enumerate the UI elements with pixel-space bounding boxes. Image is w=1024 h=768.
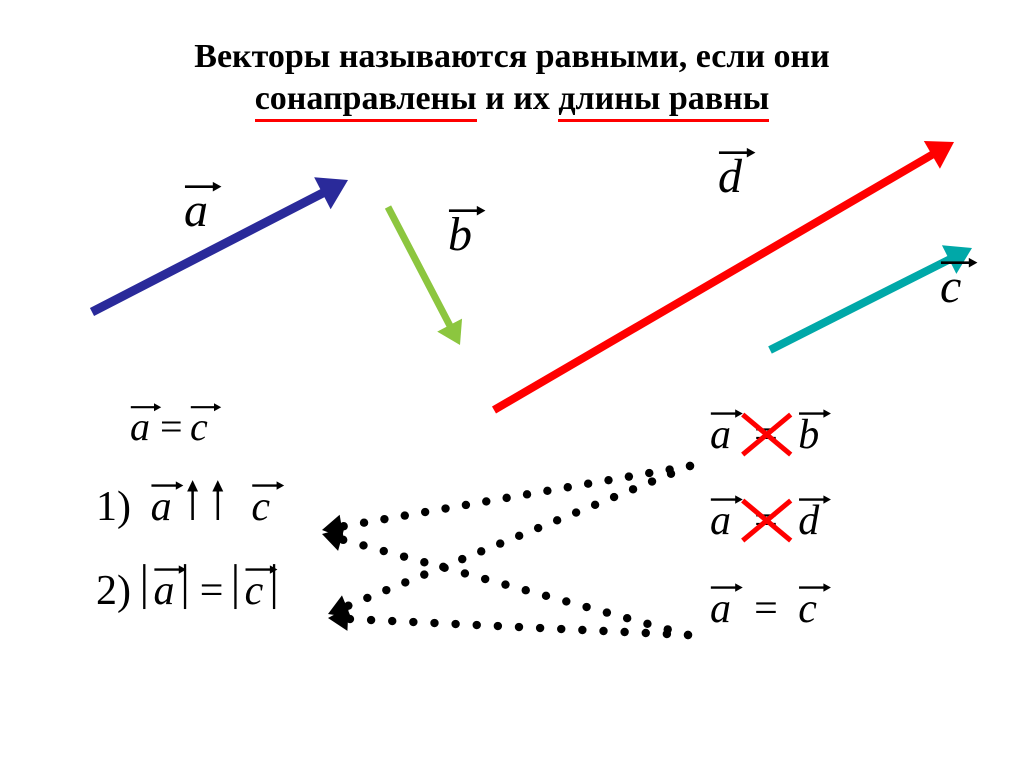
svg-text:=: = — [754, 586, 778, 632]
formula-2: 2) a = c — [96, 564, 277, 614]
formula-r1: a=b — [710, 409, 831, 458]
vector-a-line — [92, 192, 325, 312]
svg-text:a: a — [184, 184, 208, 237]
f-eq-a: a — [130, 403, 161, 449]
svg-text:c: c — [940, 260, 961, 313]
label-a: a — [184, 182, 221, 237]
svg-text:d: d — [798, 498, 820, 544]
svg-text:a: a — [151, 484, 172, 530]
dotted-line-0 — [322, 462, 694, 539]
svg-text:c: c — [245, 568, 264, 614]
svg-text:a: a — [710, 586, 731, 632]
formula-r2: a=d — [710, 495, 831, 544]
svg-canvas: abdca=c1)ac2)a=ca=ba=da=c — [0, 0, 1024, 768]
r2-a: a — [710, 495, 743, 544]
svg-text:2): 2) — [96, 568, 131, 614]
r3-a: a — [710, 583, 743, 632]
r3-b: c — [798, 583, 831, 632]
label-c: c — [940, 258, 977, 313]
svg-text:a: a — [130, 404, 150, 449]
f1-c: c — [251, 481, 284, 530]
f2-a: a — [154, 565, 187, 614]
svg-text:c: c — [190, 404, 208, 449]
svg-text:a: a — [710, 412, 731, 458]
svg-text:1): 1) — [96, 484, 131, 530]
vector-b-line — [388, 207, 451, 327]
svg-text:=: = — [160, 404, 183, 449]
formula-1: 1) a c — [96, 480, 284, 530]
f-eq-c: c — [190, 403, 221, 449]
r1-b: b — [798, 409, 831, 458]
f2-c: c — [245, 565, 278, 614]
r2-b: d — [798, 495, 831, 544]
f1-a: a — [151, 481, 184, 530]
vector-c-line — [770, 258, 951, 350]
vector-d-line — [494, 154, 934, 410]
formula-a-eq-c: a=c — [130, 403, 221, 449]
svg-text:b: b — [798, 412, 819, 458]
r1-a: a — [710, 409, 743, 458]
svg-text:b: b — [448, 208, 472, 261]
svg-text:c: c — [251, 484, 270, 530]
diagram-stage: Векторы называются равными, если они сон… — [0, 0, 1024, 768]
svg-text:a: a — [154, 568, 175, 614]
svg-text:=: = — [200, 568, 224, 614]
formula-r3: a = c — [710, 583, 831, 632]
dotted-line-3 — [328, 607, 692, 639]
label-d: d — [718, 148, 755, 203]
svg-text:c: c — [798, 586, 817, 632]
label-b: b — [448, 206, 485, 261]
dotted-line-1 — [328, 462, 694, 618]
svg-text:d: d — [718, 150, 743, 203]
dotted-line-2 — [322, 528, 692, 639]
svg-text:a: a — [710, 498, 731, 544]
